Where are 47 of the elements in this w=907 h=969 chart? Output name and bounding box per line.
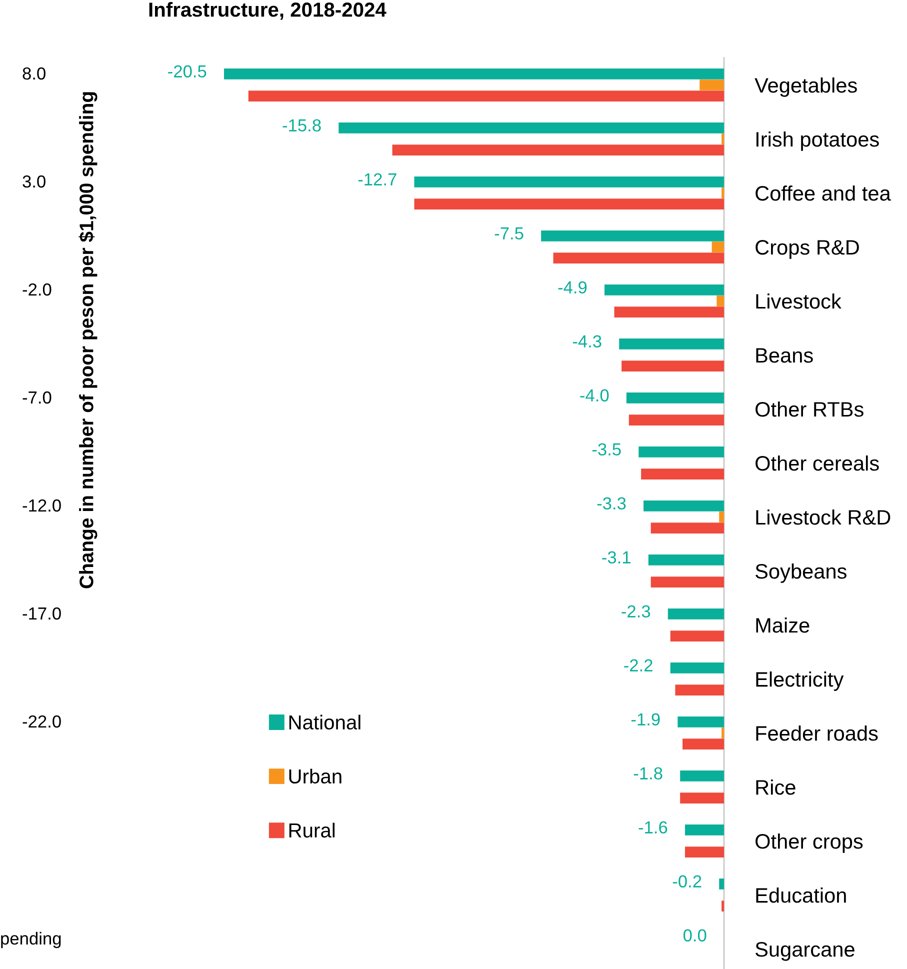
text: pending: [1, 932, 61, 948]
y-tick-label: Vegetables: [754, 77, 857, 97]
data-label: -2.2: [624, 659, 652, 672]
y-tick-label: Sugarcane: [756, 942, 854, 961]
legend-label: Rural: [289, 822, 335, 838]
legend-label: Urban: [289, 768, 342, 784]
y-tick-label: Beans: [756, 348, 813, 363]
chart-title: Infrastructure, 2018-2024: [149, 2, 386, 20]
text: Change in number of poor peson per $1,000 spending: [78, 92, 98, 588]
data-label: 0.0: [683, 929, 706, 942]
data-label: -3.1: [602, 551, 630, 564]
y-tick-label: Other RTBs: [756, 401, 864, 417]
data-label: -7.5: [494, 227, 524, 240]
y-tick-label: Other cereals: [756, 455, 879, 471]
data-label: -4.0: [580, 389, 609, 402]
text: -7.0: [22, 391, 52, 404]
data-label: -2.3: [622, 605, 650, 618]
text: 3.0: [22, 175, 46, 188]
y-tick-label: Coffee and tea: [756, 185, 891, 201]
y-tick-label: Electricity: [756, 671, 844, 691]
y-tick-label: Education: [756, 887, 846, 903]
data-label: -20.5: [168, 65, 206, 78]
data-label: -12.7: [358, 173, 396, 186]
data-label: -1.6: [638, 821, 668, 834]
legend-label: National: [289, 714, 360, 730]
data-label: -3.3: [597, 497, 626, 510]
y-tick-label: Irish potatoes: [756, 131, 879, 151]
data-label: -1.9: [631, 713, 660, 726]
text: 8.0: [22, 67, 46, 80]
y-tick-label: Maize: [756, 617, 810, 633]
y-tick-label: Rice: [756, 779, 796, 795]
y-tick-label: Livestock R&D: [756, 509, 890, 525]
y-tick-label: Other crops: [756, 833, 863, 853]
y-tick-label: Crops R&D: [756, 240, 859, 259]
data-label: -4.9: [558, 281, 587, 294]
data-label: -0.2: [672, 875, 702, 888]
text: -22.0: [22, 715, 61, 728]
data-label: -3.5: [592, 443, 621, 456]
data-label: -1.8: [634, 767, 662, 780]
y-tick-label: Livestock: [756, 293, 842, 309]
data-label: -4.3: [572, 335, 602, 348]
y-tick-label: Feeder roads: [756, 725, 878, 741]
text: -2.0: [22, 283, 52, 296]
data-label: -15.8: [282, 119, 321, 132]
text: -12.0: [22, 499, 61, 512]
text: -17.0: [22, 607, 61, 620]
y-tick-label: Soybeans: [756, 563, 846, 583]
